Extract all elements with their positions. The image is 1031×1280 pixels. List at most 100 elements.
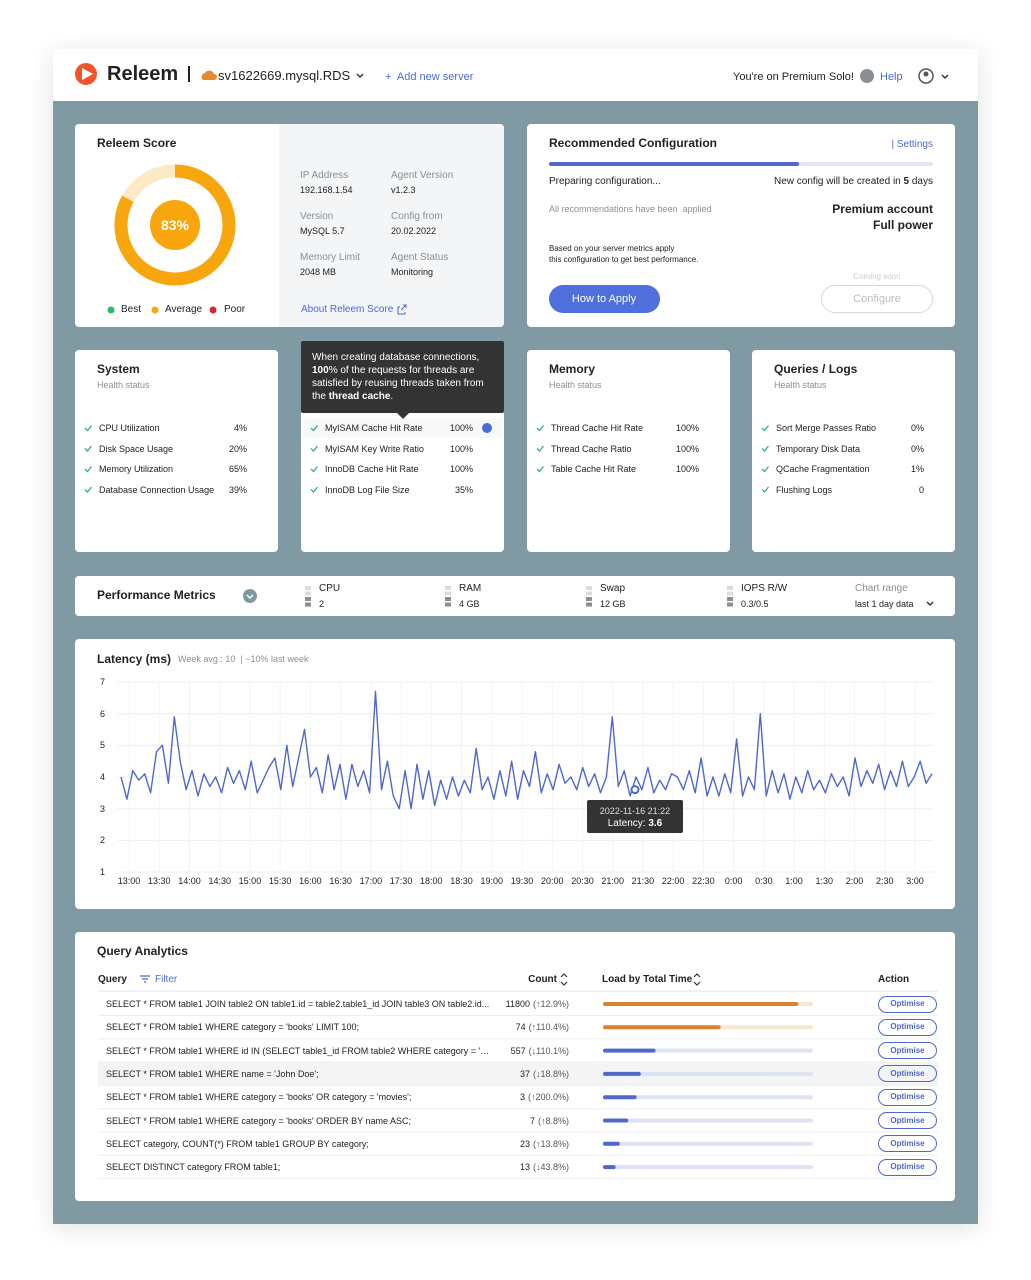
text: (↑200.0%) [527,1092,569,1103]
tooltip-pointer [397,413,409,419]
legend-dot [151,306,159,314]
text: Latency: [607,818,649,829]
text: 100 [312,365,329,376]
level-icon [305,591,311,596]
query-count: 3 (↑200.0%) [69,1089,569,1105]
text: (↑110.4%) [528,1022,569,1033]
query-count: 7 (↑8.8%) [69,1113,569,1129]
text: . [390,391,394,402]
load-track [603,1165,813,1170]
logo-play [82,68,93,80]
text: days [909,176,933,187]
hint-line: the thread cache. [312,389,393,405]
query-count: 23 (↑13.8%) [69,1136,569,1152]
legend-dot [209,306,217,314]
donut-arc [114,164,236,286]
text: (↓18.8%) [532,1068,569,1079]
check-icon [310,466,319,473]
table-graphics [98,973,938,1180]
text: thread cache [328,391,391,402]
text: 7 [529,1115,535,1126]
level-icon [586,602,592,607]
load-bar [603,1025,721,1030]
performance-icons [243,586,934,607]
header-icons [75,63,949,85]
configure-button[interactable] [821,285,933,313]
optimise-button[interactable] [878,1135,937,1153]
check-icon [84,486,93,493]
text: 37 [519,1068,530,1079]
check-icon [536,466,545,473]
text: (↓110.1%) [528,1045,569,1056]
load-bar [603,1165,616,1170]
optimise-button[interactable] [878,1042,937,1060]
text: When creating database connections, [312,352,480,363]
text: satisfied by reusing threads taken from [312,378,484,389]
text: (↑8.8%) [537,1115,569,1126]
level-icon [727,591,733,596]
chevron [941,74,949,80]
sort-icon [560,973,568,986]
level-icon [305,597,311,601]
help-icon [860,69,874,83]
check-icons [84,423,770,493]
optimise-button[interactable] [878,1018,937,1036]
hint-line: satisfied by reusing threads taken from [312,376,484,392]
optimise-button[interactable] [878,995,937,1013]
check-icon [761,425,770,432]
text: 5 [903,176,910,187]
check-icon [310,486,319,493]
check-icon [536,445,545,452]
load-track [603,1095,813,1100]
info-icon [482,423,492,433]
hint-tooltip [301,341,504,413]
expand-chevron [246,594,254,600]
optimise-button[interactable] [878,1088,937,1106]
hint-line: 100% of the requests for threads are [312,363,474,379]
load-bar [603,1048,656,1053]
level-icon [305,586,311,590]
load-bar [603,1002,799,1006]
query-count: 37 (↓18.8%) [69,1066,569,1082]
row-highlight [303,418,502,438]
chart-tooltip [587,800,683,833]
apply-button[interactable] [549,285,660,313]
tooltip-pointer [397,413,409,419]
filter-icon [140,975,150,983]
new-config: New config will be created in 5 days [433,174,933,190]
text: % of the requests for threads are [328,365,475,376]
optimise-button[interactable] [878,1112,937,1129]
query-count: 557 (↓110.1%) [69,1043,569,1059]
load-track [603,1118,813,1123]
load-bar [603,1118,629,1123]
optimise-button[interactable] [878,1158,937,1176]
cloud-icon [201,70,217,80]
optimise-button[interactable] [878,1065,937,1083]
performance-bar [75,576,955,616]
check-icon [84,445,93,452]
text: 74 [515,1022,526,1033]
load-track [603,1048,813,1053]
level-icon [727,586,733,590]
check-icon [536,425,545,432]
user-head [923,71,929,77]
level-icon [586,586,592,590]
query-count: 13 (↓43.8%) [69,1159,569,1175]
health-card [752,350,955,552]
external-icon [397,304,407,315]
level-icon [727,602,733,607]
level-icon [445,586,451,590]
level-icon [445,602,451,607]
donut-center [150,200,200,250]
user-icon [918,68,934,84]
query-count: 11800 (↑12.9%) [69,996,569,1012]
sort-icon [693,973,701,986]
health-card [75,350,278,552]
text: (↓43.8%) [532,1162,569,1173]
query-count: 74 (↑110.4%) [69,1019,569,1035]
legend-dot [107,306,115,314]
row-highlight [98,1062,938,1086]
text: (↑12.9%) [532,999,569,1009]
level-icon [305,602,311,607]
